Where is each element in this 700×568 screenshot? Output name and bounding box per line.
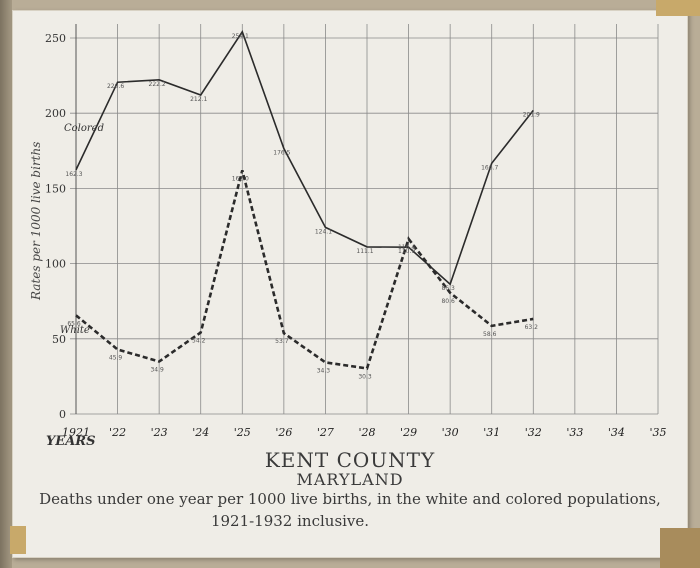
- x-tick-label: '32: [525, 426, 542, 439]
- data-label: 176.5: [273, 150, 290, 157]
- data-label: 54.2: [192, 337, 206, 344]
- mount-left-edge: [0, 0, 12, 568]
- y-tick-label: 250: [45, 32, 66, 45]
- data-label: 116.4: [398, 244, 415, 251]
- data-label: 45.9: [109, 354, 123, 361]
- x-tick-label: '34: [608, 426, 625, 439]
- data-label: 34.9: [150, 367, 164, 374]
- chart-caption-line1: Deaths under one year per 1000 live birt…: [39, 490, 661, 508]
- y-tick-label: 50: [52, 333, 66, 346]
- x-tick-label: 1921: [62, 426, 90, 439]
- data-label: 166.7: [481, 164, 498, 171]
- data-label: 110.9: [398, 248, 415, 255]
- chart-subtitle: MARYLAND: [296, 470, 404, 489]
- x-tick-label: '33: [566, 426, 583, 439]
- x-tick-label: '23: [151, 426, 168, 439]
- data-label: 222.2: [149, 81, 166, 88]
- data-label: 30.3: [358, 373, 372, 380]
- chart-title: KENT COUNTY: [264, 448, 436, 472]
- photo-corner-bottom-left: [10, 526, 26, 554]
- data-label: 124.1: [315, 228, 332, 235]
- chart-labels: 162.3 220.6 222.2 212.1 254.1 176.5 124.1 111.1…: [60, 33, 540, 381]
- x-tick-label: '30: [442, 426, 459, 439]
- data-label: 80.6: [441, 298, 455, 305]
- x-tick-label: '28: [358, 426, 375, 439]
- data-label: 53.7: [275, 338, 289, 345]
- data-label: 111.1: [356, 248, 373, 255]
- x-tick-label: '29: [400, 426, 417, 439]
- series-line-white: [75, 170, 534, 370]
- series-name-white: White: [60, 325, 90, 336]
- data-label: 162.3: [65, 171, 82, 178]
- y-axis-label: Rates per 1000 live births: [29, 142, 43, 301]
- series-name-colored: Colored: [64, 123, 104, 134]
- photo-corner-bottom-right: [660, 528, 700, 568]
- x-tick-label: '22: [109, 426, 126, 439]
- y-tick-label: 100: [45, 258, 66, 271]
- y-tick-label: 150: [45, 182, 66, 195]
- chart-paper: [12, 10, 688, 558]
- x-axis-label: YEARS: [46, 434, 95, 449]
- data-label: 65.6: [67, 320, 81, 327]
- series-line-colored: [75, 30, 534, 286]
- data-label: 162.0: [232, 175, 249, 182]
- y-tick-label: 0: [59, 408, 66, 421]
- x-tick-label: '35: [649, 426, 666, 439]
- x-tick-label: '27: [317, 426, 334, 439]
- data-label: 212.1: [190, 96, 207, 103]
- data-label: 254.1: [232, 33, 249, 40]
- x-tick-label: '31: [483, 426, 500, 439]
- x-tick-label: '25: [234, 426, 251, 439]
- chart-caption-line2: 1921-1932 inclusive.: [210, 512, 370, 530]
- data-label: 34.3: [317, 367, 331, 374]
- photo-corner-top-right: [656, 0, 700, 16]
- data-label: 86.3: [441, 285, 455, 292]
- x-tick-label: '26: [275, 426, 292, 439]
- chart-series: [75, 30, 534, 370]
- data-label: 58.6: [483, 331, 497, 338]
- data-label: 63.2: [525, 324, 539, 331]
- y-tick-label: 200: [45, 107, 66, 120]
- x-tick-label: '24: [192, 426, 209, 439]
- data-label: 201.9: [523, 111, 540, 118]
- data-label: 220.6: [107, 83, 124, 90]
- chart-axes: 0 50 100 150 200 250 1921 '22 '23 '24 '25 '26 '27 '28…: [45, 24, 667, 439]
